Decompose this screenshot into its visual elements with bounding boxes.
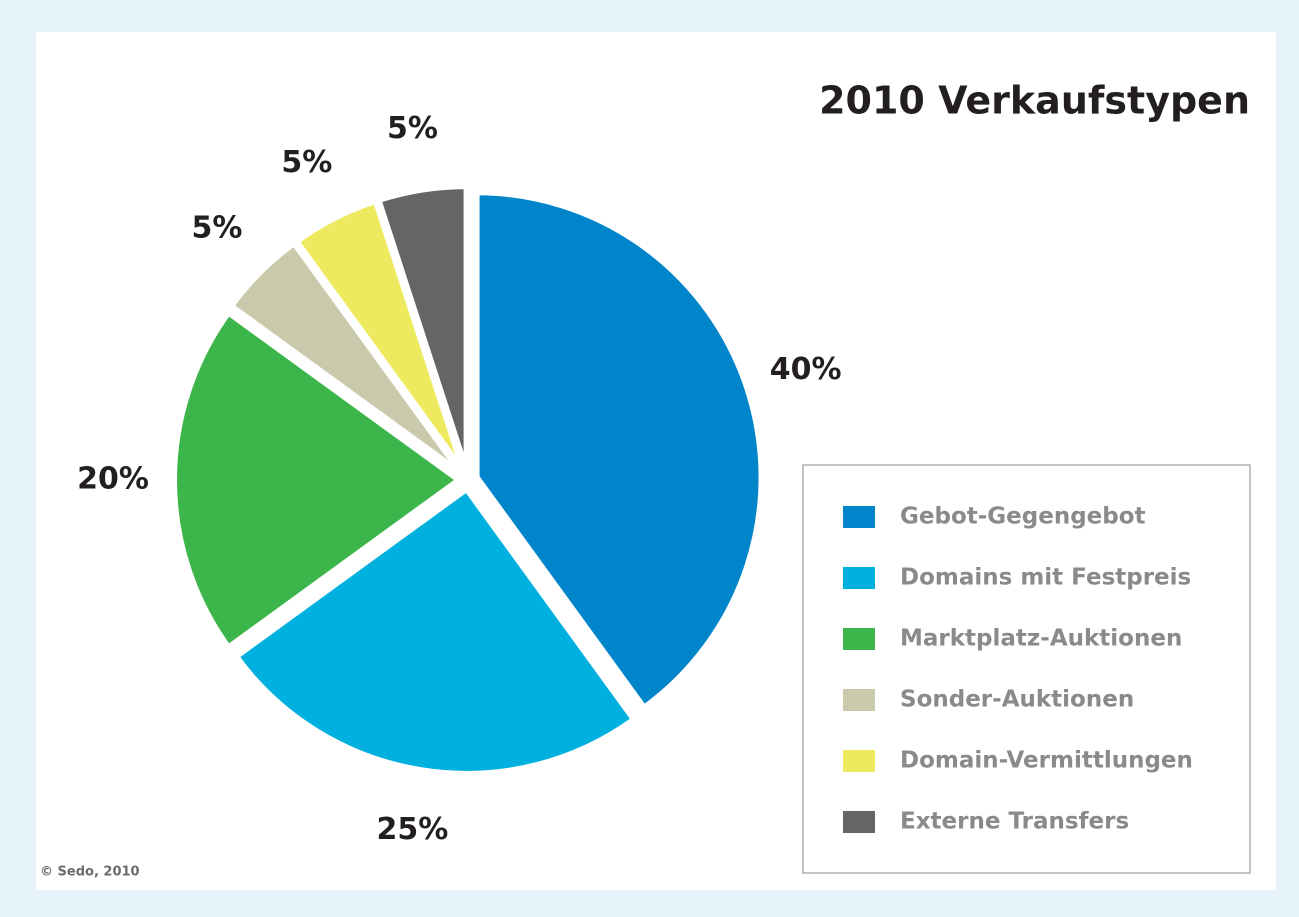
source-note: © Sedo, 2010 <box>40 865 140 880</box>
legend-swatch <box>843 567 875 589</box>
chart-title: 2010 Verkaufstypen <box>819 79 1250 123</box>
legend-swatch <box>843 628 875 650</box>
value-label: 5% <box>387 111 438 146</box>
legend-swatch <box>843 506 875 528</box>
value-label: 5% <box>192 210 243 245</box>
pie-slice <box>473 189 765 712</box>
legend-label: Domain-Vermittlungen <box>900 748 1193 774</box>
value-label: 20% <box>77 462 149 497</box>
legend-swatch <box>843 689 875 711</box>
legend-label: Gebot-Gegengebot <box>900 504 1146 530</box>
pie-slice <box>374 183 470 473</box>
legend-swatch <box>843 750 875 772</box>
legend-label: Domains mit Festpreis <box>900 565 1191 591</box>
value-label: 25% <box>377 812 449 847</box>
legend-label: Marktplatz-Auktionen <box>900 626 1182 652</box>
value-label: 40% <box>770 352 842 387</box>
legend-label: Externe Transfers <box>900 809 1129 835</box>
legend-box <box>802 464 1251 874</box>
legend-swatch <box>843 811 875 833</box>
legend-label: Sonder-Auktionen <box>900 687 1134 713</box>
value-label: 5% <box>281 145 332 180</box>
pie-slice <box>171 308 465 652</box>
pie-slice <box>231 484 639 777</box>
